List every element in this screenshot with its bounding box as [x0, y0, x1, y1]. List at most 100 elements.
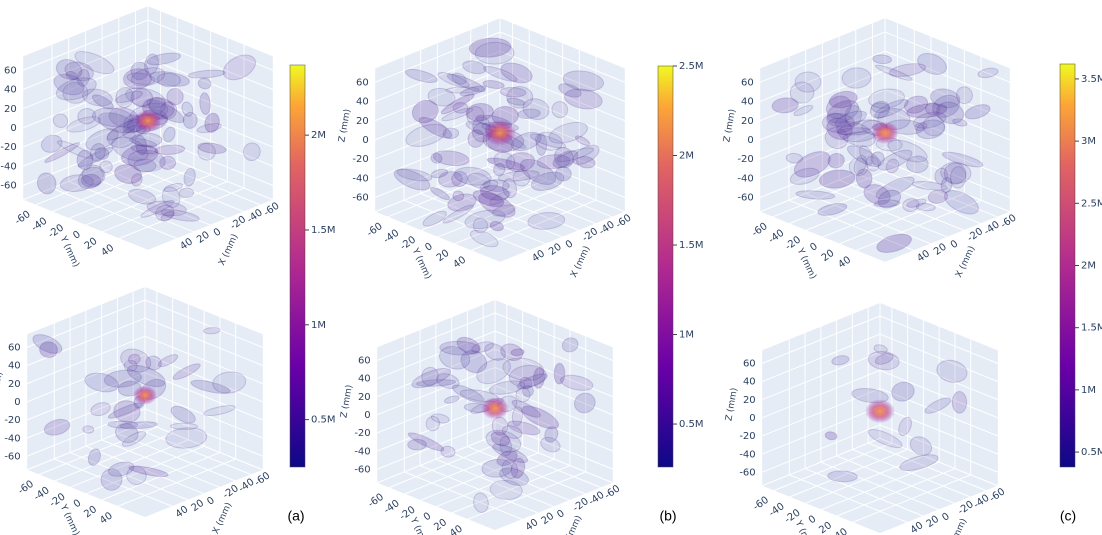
y-tick-label: 20 — [432, 517, 449, 533]
x-tick-label: 40 — [915, 248, 932, 264]
z-tick-label: -20 — [352, 154, 368, 165]
colorbar-tick-label: 2M — [311, 130, 326, 141]
z-tick-label: -40 — [737, 173, 753, 184]
z-tick-label: 40 — [8, 361, 21, 372]
hotspot — [133, 386, 157, 405]
x-tick-label: 20 — [932, 242, 949, 258]
z-tick-label: 60 — [358, 356, 371, 367]
x-tick-label: 0 — [564, 238, 576, 251]
z-tick-label: 60 — [743, 359, 756, 370]
plot-3d: -60-40-200204060-60-40-2002040-60-40-200… — [337, 18, 633, 281]
z-tick-label: -40 — [0, 161, 16, 172]
colorbar — [1060, 64, 1075, 467]
x-tick-label: 0 — [555, 508, 567, 521]
y-tick-label: 40 — [99, 243, 116, 259]
y-tick-label: 0 — [423, 241, 435, 254]
z-tick-label: -20 — [737, 154, 753, 165]
z-axis-title: Z (mm) — [0, 96, 1, 131]
colorbar-tick-label: 2.5M — [1081, 198, 1102, 209]
z-tick-label: -60 — [4, 451, 20, 462]
isosurface-blob — [179, 188, 194, 198]
z-tick-label: 0 — [364, 410, 370, 421]
z-tick-label: 40 — [741, 97, 754, 108]
z-tick-label: 20 — [358, 392, 371, 403]
y-tick-label: 20 — [435, 248, 452, 264]
hotspot — [865, 399, 895, 423]
isosurface-blob — [408, 439, 427, 450]
panel-label: (c) — [1060, 508, 1076, 524]
y-tick-label: 40 — [98, 510, 115, 526]
y-tick-label: 0 — [422, 511, 434, 524]
colorbar-tick-label: 2M — [1081, 261, 1096, 272]
z-tick-label: -60 — [737, 193, 753, 204]
colorbar-tick-label: 0.5M — [1081, 447, 1102, 458]
z-tick-label: 20 — [356, 116, 369, 127]
z-tick-label: 0 — [747, 135, 753, 146]
colorbar-tick-label: 1.5M — [311, 225, 336, 236]
x-tick-label: 20 — [540, 511, 557, 527]
plot-3d: -60-40-200204060-60-40-2002040-60-40-200… — [0, 286, 272, 535]
x-tick-label: 0 — [212, 226, 224, 239]
z-tick-label: -40 — [739, 449, 755, 460]
y-tick-label: 20 — [820, 248, 837, 264]
isosurface-blob — [170, 423, 197, 430]
z-axis-title: Z (mm) — [724, 387, 740, 422]
y-tick-label: 40 — [833, 526, 850, 535]
z-axis-title: Z (mm) — [722, 108, 738, 143]
z-axis-title: Z (mm) — [337, 108, 353, 143]
colorbar-tick-label: 1M — [679, 330, 694, 341]
colorbar-tick-label: 1.5M — [679, 240, 704, 251]
y-tick-label: 0 — [808, 241, 820, 254]
plot-3d: -60-40-200204060-60-40-2002040-60-40-200… — [0, 6, 282, 269]
x-tick-label: 0 — [949, 238, 961, 251]
z-tick-label: -40 — [354, 446, 370, 457]
z-tick-label: -20 — [739, 431, 755, 442]
z-tick-label: -60 — [739, 467, 755, 478]
hotspot — [134, 110, 162, 132]
x-tick-label: 20 — [190, 498, 207, 514]
figure: -60-40-200204060-60-40-2002040-60-40-200… — [0, 0, 1102, 535]
z-tick-label: -20 — [4, 415, 20, 426]
y-tick-label: 20 — [83, 236, 100, 252]
y-tick-label: 20 — [817, 520, 834, 535]
colorbar — [290, 65, 305, 467]
x-tick-label: 40 — [530, 248, 547, 264]
x-axis-title: X (mm) — [211, 501, 234, 535]
colorbar-tick-label: 2M — [679, 151, 694, 162]
x-tick-label: 0 — [940, 511, 952, 524]
z-tick-label: 0 — [362, 135, 368, 146]
x-tick-label: 0 — [205, 495, 217, 508]
z-tick-label: 60 — [356, 77, 369, 88]
y-tick-label: 40 — [448, 523, 465, 535]
x-tick-label: 20 — [547, 242, 564, 258]
colorbar-tick-label: 0.5M — [311, 415, 336, 426]
isosurface-blob — [83, 425, 95, 433]
z-tick-label: -60 — [352, 193, 368, 204]
isosurface-blob — [952, 391, 967, 413]
z-axis-title: Z (mm) — [339, 384, 355, 419]
y-tick-label: 40 — [451, 255, 468, 271]
y-tick-label: 40 — [836, 255, 853, 271]
y-tick-label: 0 — [71, 229, 83, 242]
colorbar — [658, 66, 673, 467]
z-tick-label: -20 — [354, 428, 370, 439]
z-tick-label: 60 — [741, 77, 754, 88]
colorbar-tick-label: 3.5M — [1081, 74, 1102, 85]
z-tick-label: 20 — [741, 116, 754, 127]
panel-label: (b) — [659, 508, 676, 524]
z-tick-label: 40 — [743, 377, 756, 388]
z-tick-label: -60 — [354, 464, 370, 475]
z-tick-label: 20 — [743, 395, 756, 406]
colorbar-tick-label: 1M — [311, 320, 326, 331]
isosurface-blob — [77, 150, 94, 170]
z-tick-label: -60 — [0, 181, 16, 192]
z-tick-label: 40 — [358, 374, 371, 385]
z-tick-label: 60 — [4, 65, 17, 76]
y-tick-label: 0 — [72, 498, 84, 511]
isosurface-blob — [475, 42, 514, 65]
z-tick-label: 0 — [14, 397, 20, 408]
x-axis-title: X (mm) — [569, 245, 592, 280]
